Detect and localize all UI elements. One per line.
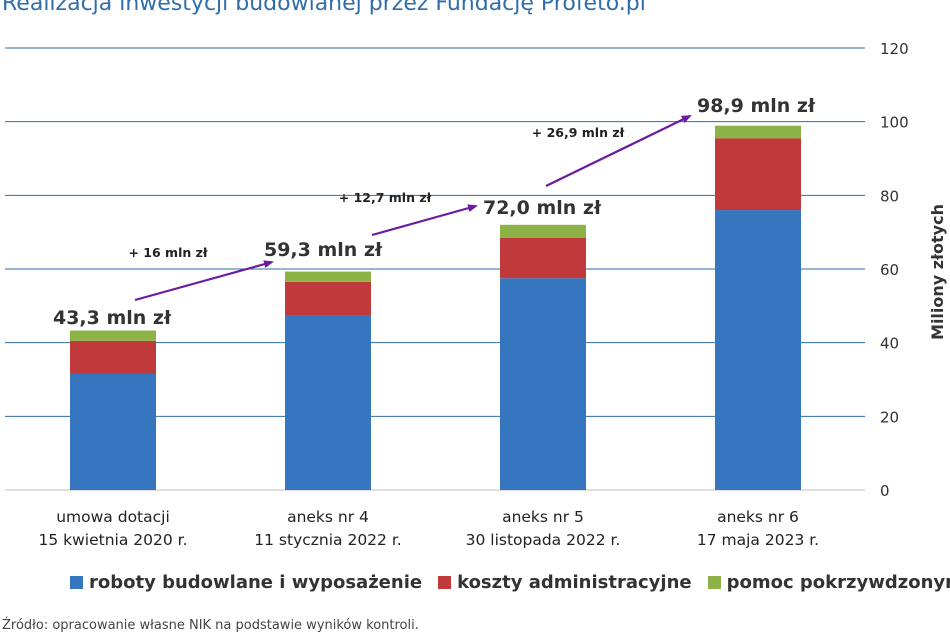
legend-swatch [707,576,721,589]
bar-segment [70,330,156,341]
y-tick-label: 20 [880,408,899,426]
legend-label: roboty budowlane i wyposażenie [89,572,423,593]
increment-arrow [371,204,478,237]
bar-segment [500,237,586,279]
legend-item: koszty administracyjne [438,572,692,593]
y-axis-label: Miliony złotych [928,204,947,340]
bar-segment [285,271,371,282]
increment-label: + 26,9 mln zł [532,125,625,140]
y-tick-label: 40 [880,335,899,353]
bar-segment [285,315,371,490]
increment-arrow [134,260,274,302]
bar-segment [500,278,586,490]
total-label: 98,9 mln zł [697,95,816,117]
total-label: 43,3 mln zł [53,307,172,329]
increment-label: + 12,7 mln zł [339,190,432,205]
source-note: Źródło: opracowanie własne NIK na podsta… [2,618,419,633]
chart-legend: roboty budowlane i wyposażenie koszty adm… [70,572,950,593]
x-tick-label: aneks nr 5 [502,508,584,526]
increment-arrow [545,115,692,187]
bar-segment [500,224,586,238]
legend-swatch [70,576,83,589]
bar-segment [70,340,156,374]
y-tick-label: 60 [880,261,899,279]
stacked-bar-chart: 0 20 40 60 80 100 120 Miliony złotych umowa dota… [5,40,947,549]
total-label: 59,3 mln zł [264,239,383,261]
legend-label: koszty administracyjne [457,572,692,593]
legend-label: pomoc pokrzywdzonym [726,572,950,593]
total-label: 72,0 mln zł [483,197,602,219]
x-tick-label: 17 maja 2023 r. [697,531,819,549]
chart-title: Realizacja inwestycji budowlanej przez F… [2,0,646,16]
y-tick-label: 120 [880,40,909,58]
x-tick-label: umowa dotacji [56,508,170,526]
y-tick-label: 100 [880,114,909,132]
y-tick-label: 80 [880,187,899,205]
increment-label: + 16 mln zł [128,245,207,260]
x-tick-label: aneks nr 6 [717,508,799,526]
bar-segment [715,210,801,491]
legend-item: pomoc pokrzywdzonym [707,572,950,593]
x-tick-label: aneks nr 4 [287,508,369,526]
legend-item: roboty budowlane i wyposażenie [70,572,422,593]
bar-segment [715,125,801,139]
x-tick-label: 15 kwietnia 2020 r. [38,531,187,549]
bar-segment [715,138,801,211]
x-tick-label: 30 listopada 2022 r. [466,531,621,549]
bar-segment [70,373,156,490]
legend-swatch [438,576,452,589]
y-tick-label: 0 [880,482,890,500]
bar-segment [285,281,371,316]
x-tick-label: 11 stycznia 2022 r. [254,531,401,549]
